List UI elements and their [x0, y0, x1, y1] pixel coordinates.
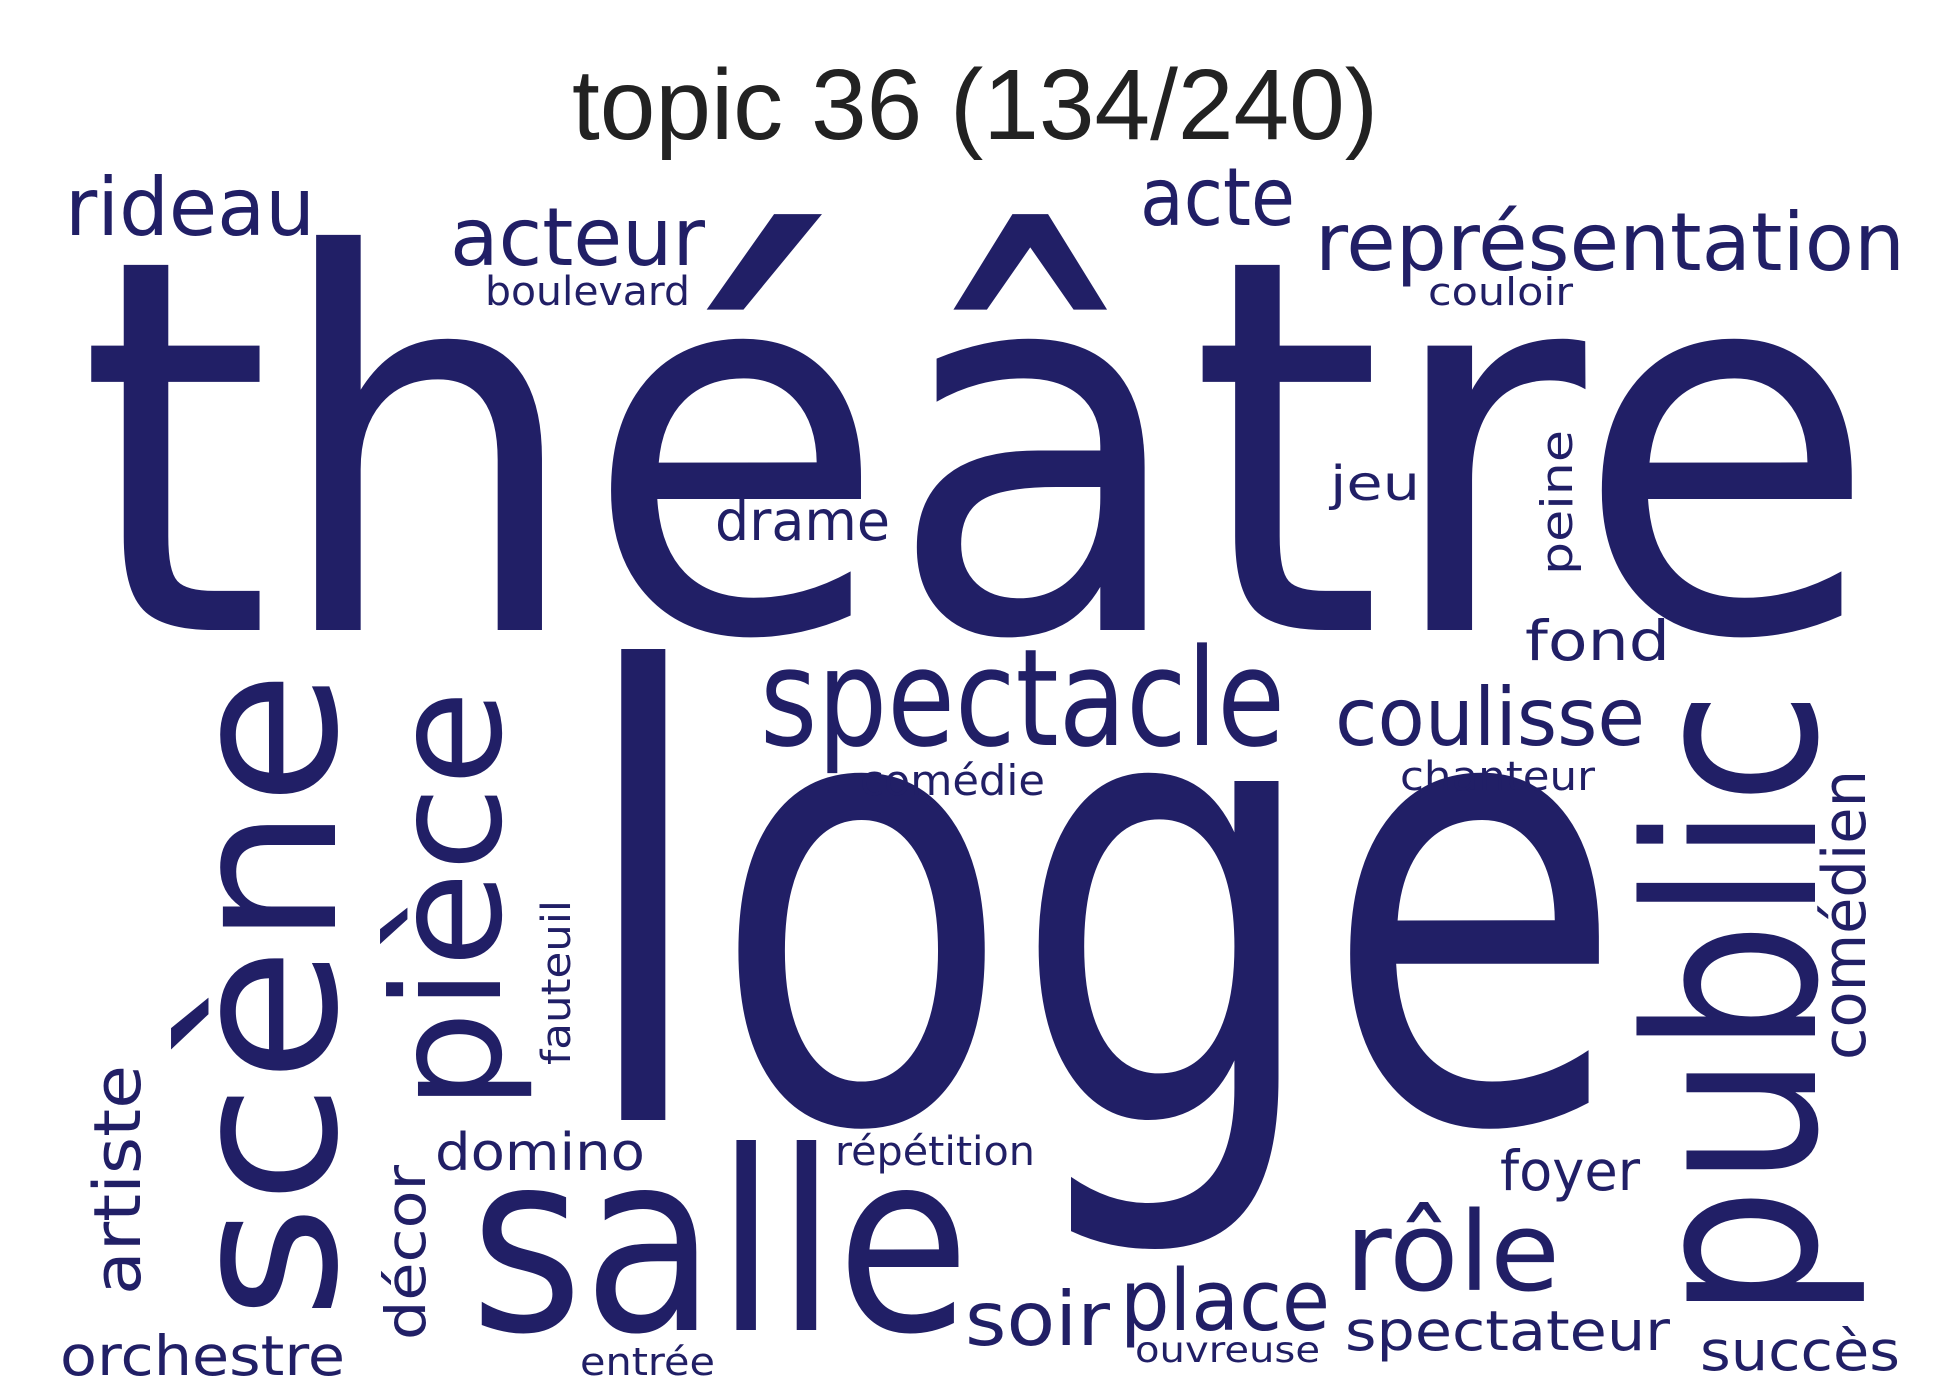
word-succes: succès	[1700, 1319, 1900, 1383]
word-drame: drame	[715, 489, 890, 553]
word-entree: entrée	[580, 1340, 715, 1384]
word-peine: peine	[1532, 430, 1583, 575]
topic-title: topic 36 (134/240)	[571, 49, 1379, 161]
word-scene: scène	[146, 670, 384, 1320]
word-piece: pièce	[362, 690, 536, 1110]
word-boulevard: boulevard	[485, 269, 690, 315]
word-public: public	[1598, 690, 1871, 1320]
word-spectateur: spectateur	[1345, 1299, 1670, 1363]
word-domino: domino	[435, 1123, 645, 1183]
word-loge: loge	[575, 546, 1625, 1267]
word-foyer: foyer	[1500, 1139, 1640, 1203]
word-place: place	[1120, 1252, 1330, 1351]
word-acte: acte	[1140, 151, 1295, 244]
word-fond: fond	[1525, 609, 1670, 673]
word-representation: représentation	[1315, 196, 1905, 289]
word-decor: décor	[374, 1165, 438, 1340]
word-repetition: répétition	[835, 1129, 1035, 1175]
word-comedien: comédien	[1810, 770, 1880, 1060]
word-comedie: comédie	[860, 756, 1045, 805]
word-artiste: artiste	[81, 1065, 156, 1295]
word-ouvreuse: ouvreuse	[1135, 1330, 1320, 1371]
word-theatre: théâtre	[78, 147, 1878, 753]
word-spectacle: spectacle	[760, 620, 1285, 777]
word-acteur: acteur	[450, 191, 705, 284]
word-jeu: jeu	[1329, 456, 1420, 512]
word-rideau: rideau	[65, 161, 315, 254]
word-salle: salle	[470, 1098, 970, 1389]
word-orchestre: orchestre	[60, 1324, 345, 1388]
word-fauteuil: fauteuil	[534, 900, 580, 1065]
word-chanteur: chanteur	[1400, 754, 1596, 800]
word-couloir: couloir	[1428, 270, 1573, 314]
word-soir: soir	[965, 1275, 1110, 1363]
word-role: rôle	[1345, 1188, 1560, 1316]
word-coulisse: coulisse	[1335, 671, 1645, 764]
